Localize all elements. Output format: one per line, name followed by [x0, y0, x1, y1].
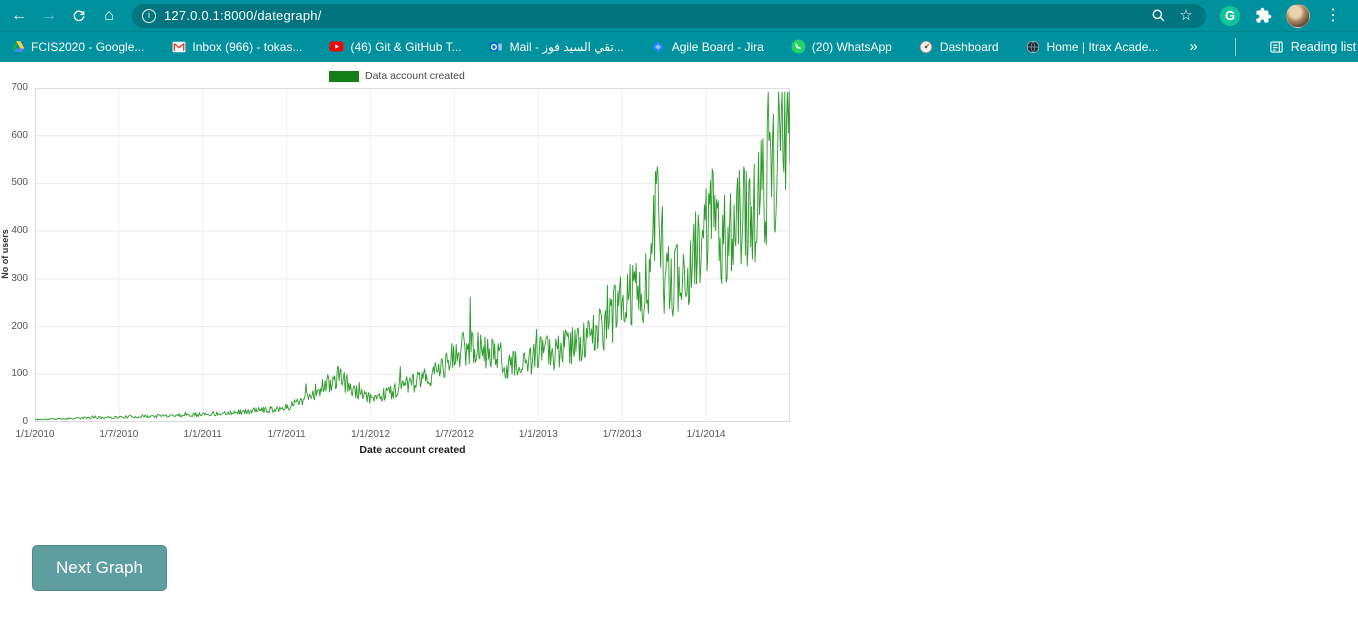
y-tick-label: 500	[11, 177, 28, 189]
chart-legend: Data account created	[329, 70, 465, 82]
next-graph-button[interactable]: Next Graph	[32, 545, 167, 591]
bookmark-dashboard[interactable]: Dashboard	[919, 39, 999, 54]
reload-button[interactable]	[64, 2, 94, 30]
browser-toolbar: ← → ⌂ i 127.0.0.1:8000/dategraph/ ☆ G	[0, 0, 1358, 31]
bookmarks-bar: FCIS2020 - Google... Inbox (966) - tokas…	[0, 31, 1358, 62]
back-button[interactable]: ←	[4, 2, 34, 30]
kebab-menu-icon: ⋮	[1325, 6, 1341, 24]
y-tick-label: 100	[11, 368, 28, 380]
bookmark-label: (20) WhatsApp	[811, 39, 892, 54]
zoom-icon[interactable]	[1148, 6, 1168, 26]
jira-icon	[651, 39, 666, 54]
url-text: 127.0.0.1:8000/dategraph/	[164, 8, 322, 23]
x-axis-label: Date account created	[359, 444, 466, 456]
browser-chrome: ← → ⌂ i 127.0.0.1:8000/dategraph/ ☆ G	[0, 0, 1358, 62]
reading-list-label: Reading list	[1290, 39, 1357, 54]
home-icon: ⌂	[104, 6, 114, 24]
bookmark-label: Home | Itrax Acade...	[1046, 39, 1159, 54]
whatsapp-icon	[791, 39, 806, 54]
back-icon: ←	[11, 6, 27, 24]
bookmark-label: Dashboard	[939, 39, 999, 54]
bookmark-fcis2020[interactable]: FCIS2020 - Google...	[10, 39, 144, 54]
profile-avatar[interactable]	[1286, 3, 1310, 28]
y-tick-label: 0	[22, 416, 28, 427]
forward-icon: →	[41, 6, 57, 24]
bookmark-itrax-home[interactable]: Home | Itrax Acade...	[1026, 39, 1159, 54]
outlook-icon	[489, 39, 504, 54]
bookmark-label: Inbox (966) - tokas...	[192, 39, 303, 54]
x-tick-label: 1/7/2012	[434, 429, 474, 440]
home-button[interactable]: ⌂	[94, 2, 124, 30]
series-line	[35, 88, 790, 422]
y-tick-label: 200	[11, 320, 28, 332]
bookmark-star-icon[interactable]: ☆	[1179, 7, 1193, 24]
y-tick-label: 400	[11, 225, 28, 237]
y-tick-label: 600	[11, 129, 28, 141]
date-graph-chart: Data account created No of users Date ac…	[0, 62, 830, 472]
x-tick-label: 1/7/2011	[267, 429, 306, 440]
youtube-icon	[329, 39, 344, 54]
y-tick-label: 300	[11, 272, 28, 284]
toolbar-right-group: G ⋮	[1214, 2, 1354, 30]
reading-list-button[interactable]: Reading list	[1269, 39, 1358, 54]
bookmark-label: Agile Board - Jira	[671, 39, 764, 54]
site-info-icon[interactable]: i	[142, 8, 156, 23]
bookmarks-divider	[1234, 37, 1236, 56]
bookmark-youtube-git[interactable]: (46) Git & GitHub T...	[329, 39, 462, 54]
address-bar[interactable]: i 127.0.0.1:8000/dategraph/ ☆	[132, 3, 1206, 28]
extensions-puzzle-icon[interactable]	[1248, 2, 1278, 30]
x-tick-label: 1/1/2013	[518, 429, 558, 440]
bookmark-gmail-inbox[interactable]: Inbox (966) - tokas...	[171, 39, 302, 54]
bookmark-label: FCIS2020 - Google...	[31, 39, 145, 54]
x-tick-label: 1/7/2010	[99, 429, 139, 440]
x-tick-label: 1/1/2014	[686, 429, 726, 440]
x-tick-label: 1/1/2011	[183, 429, 222, 440]
plot-area	[35, 88, 790, 422]
x-tick-label: 1/7/2013	[602, 429, 642, 440]
x-tick-label: 1/1/2012	[351, 429, 391, 440]
reading-list-icon	[1269, 39, 1284, 54]
legend-label: Data account created	[365, 70, 465, 82]
bookmark-outlook-mail[interactable]: Mail - تقي السيد فوز...	[489, 39, 624, 54]
bookmark-whatsapp[interactable]: (20) WhatsApp	[791, 39, 892, 54]
globe-icon	[1026, 39, 1041, 54]
bookmark-label: Mail - تقي السيد فوز...	[509, 39, 624, 54]
dashboard-gauge-icon	[919, 39, 934, 54]
legend-swatch	[329, 70, 359, 82]
grammarly-extension-icon[interactable]: G	[1220, 5, 1240, 26]
bookmark-label: (46) Git & GitHub T...	[350, 39, 462, 54]
gmail-icon	[171, 39, 186, 54]
x-tick-label: 1/1/2010	[15, 429, 55, 440]
y-tick-label: 700	[11, 82, 28, 93]
bookmarks-overflow-button[interactable]: »	[1189, 38, 1198, 55]
forward-button[interactable]: →	[34, 2, 64, 30]
page-content: Data account created No of users Date ac…	[0, 62, 1358, 633]
google-drive-icon	[10, 39, 25, 54]
reload-icon	[71, 8, 87, 24]
browser-menu-button[interactable]: ⋮	[1318, 2, 1348, 30]
bookmark-jira-board[interactable]: Agile Board - Jira	[651, 39, 764, 54]
